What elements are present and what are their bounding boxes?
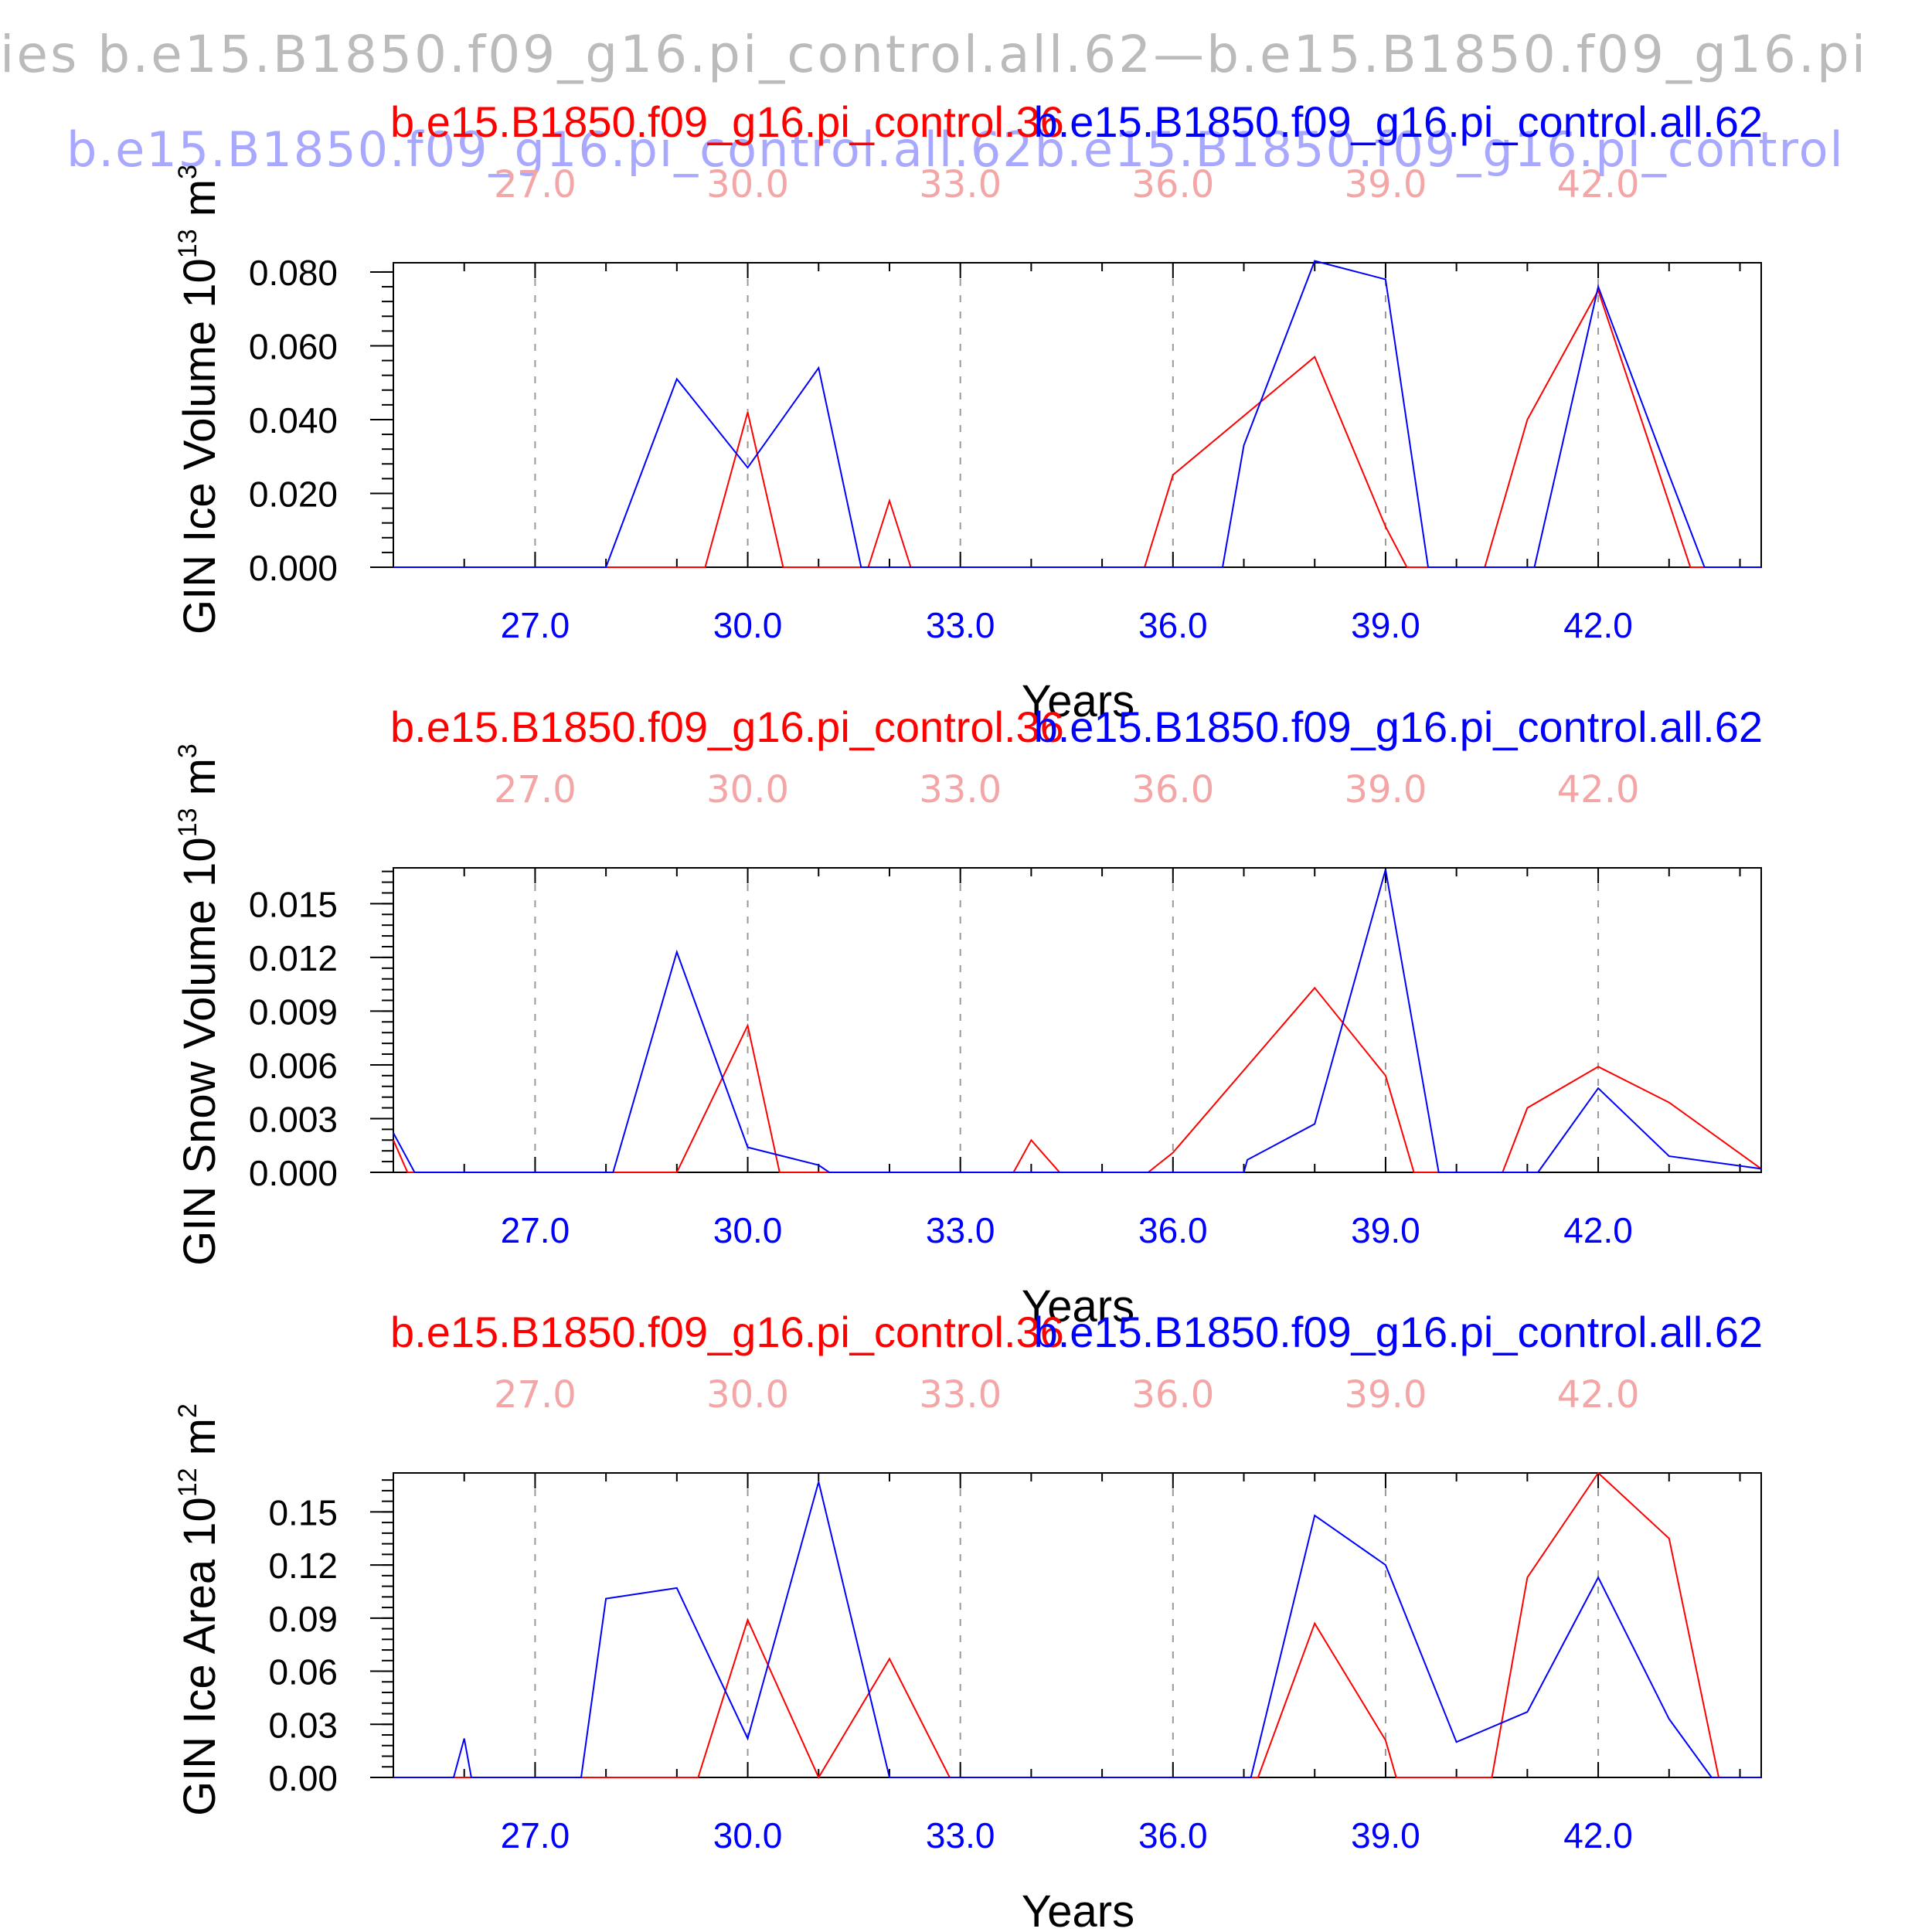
x-tick-label: 39.0 bbox=[1351, 1210, 1420, 1250]
top-axis-tick-label: 39.0 bbox=[1345, 163, 1427, 206]
top-axis-tick-label: 27.0 bbox=[494, 1373, 577, 1417]
title-left: b.e15.B1850.f09_g16.pi_control.36 bbox=[390, 702, 1064, 751]
y-axis-label-text: m bbox=[175, 179, 225, 229]
x-tick-label: 39.0 bbox=[1351, 605, 1420, 645]
top-axis-tick-label: 42.0 bbox=[1557, 768, 1640, 811]
y-tick-label: 0.020 bbox=[249, 474, 338, 514]
x-axis-label: Years bbox=[1022, 1886, 1134, 1932]
y-tick-label: 0.012 bbox=[249, 938, 338, 978]
top-axis-tick-label: 33.0 bbox=[919, 163, 1002, 206]
top-axis-tick-label: 36.0 bbox=[1131, 1373, 1214, 1417]
y-tick-label: 0.003 bbox=[249, 1099, 338, 1139]
series-line-case2 bbox=[393, 260, 1761, 568]
y-tick-label: 0.080 bbox=[249, 253, 338, 293]
faint-caption: b.e15.B1850.f09_g16.pi_control.all.62b.e… bbox=[66, 121, 1845, 178]
page-title: ies b.e15.B1850.f09_g16.pi_control.all.6… bbox=[0, 25, 1868, 84]
panels: b.e15.B1850.f09_g16.pi_control.36b.e15.B… bbox=[173, 97, 1763, 1932]
title-right: b.e15.B1850.f09_g16.pi_control.all.62 bbox=[1034, 702, 1763, 751]
x-tick-label: 27.0 bbox=[501, 1815, 570, 1855]
top-axis-tick-label: 27.0 bbox=[494, 163, 577, 206]
x-tick-label: 30.0 bbox=[713, 1210, 783, 1250]
top-axis-tick-label: 42.0 bbox=[1557, 163, 1640, 206]
x-tick-label: 42.0 bbox=[1563, 605, 1633, 645]
y-axis-label-text: GIN Ice Area 10 bbox=[175, 1497, 225, 1816]
y-axis-label: GIN Snow Volume 1013 m3 bbox=[173, 743, 225, 1266]
x-tick-label: 39.0 bbox=[1351, 1815, 1420, 1855]
y-axis-label: GIN Ice Area 1012 m2 bbox=[173, 1403, 225, 1816]
x-tick-label: 36.0 bbox=[1138, 1210, 1208, 1250]
top-axis-tick-label: 39.0 bbox=[1345, 1373, 1427, 1417]
x-tick-label: 42.0 bbox=[1563, 1815, 1633, 1855]
y-axis-label-superscript: 12 bbox=[173, 1468, 202, 1497]
y-tick-label: 0.006 bbox=[249, 1046, 338, 1086]
series-line-case1 bbox=[393, 288, 1761, 568]
series-line-case1 bbox=[393, 986, 1762, 1173]
x-axis-label: Years bbox=[1022, 676, 1134, 726]
y-axis-label-superscript: 2 bbox=[173, 1403, 202, 1418]
plot-frame bbox=[393, 867, 1762, 1173]
x-tick-label: 27.0 bbox=[501, 1210, 570, 1250]
chart-panel-3: b.e15.B1850.f09_g16.pi_control.36b.e15.B… bbox=[173, 1308, 1763, 1932]
y-tick-label: 0.015 bbox=[249, 884, 338, 924]
top-axis-tick-label: 42.0 bbox=[1557, 1373, 1640, 1417]
y-tick-label: 0.000 bbox=[249, 1153, 338, 1193]
title-left: b.e15.B1850.f09_g16.pi_control.36 bbox=[390, 97, 1064, 146]
title-right: b.e15.B1850.f09_g16.pi_control.all.62 bbox=[1034, 1308, 1763, 1356]
chart-panel-2: b.e15.B1850.f09_g16.pi_control.36b.e15.B… bbox=[173, 702, 1763, 1332]
x-tick-label: 30.0 bbox=[713, 1815, 783, 1855]
x-tick-label: 33.0 bbox=[926, 1210, 995, 1250]
x-tick-label: 33.0 bbox=[926, 605, 995, 645]
y-axis-label-superscript: 13 bbox=[173, 808, 202, 838]
x-tick-label: 27.0 bbox=[501, 605, 570, 645]
chart-panel-1: b.e15.B1850.f09_g16.pi_control.36b.e15.B… bbox=[173, 97, 1763, 726]
x-tick-label: 36.0 bbox=[1138, 1815, 1208, 1855]
top-axis-tick-label: 39.0 bbox=[1345, 768, 1427, 811]
top-axis-tick-label: 36.0 bbox=[1131, 768, 1214, 811]
series-line-case1 bbox=[393, 1471, 1761, 1780]
y-tick-label: 0.12 bbox=[268, 1546, 338, 1586]
plot-frame bbox=[393, 262, 1762, 568]
y-axis-label-superscript: 3 bbox=[173, 743, 202, 758]
y-axis-label: GIN Ice Volume 1013 m3 bbox=[173, 165, 225, 634]
title-left: b.e15.B1850.f09_g16.pi_control.36 bbox=[390, 1308, 1064, 1356]
x-tick-label: 36.0 bbox=[1138, 605, 1208, 645]
top-axis-tick-label: 30.0 bbox=[706, 1373, 789, 1417]
y-axis-label-text: GIN Snow Volume 10 bbox=[175, 837, 225, 1266]
top-axis-tick-label: 27.0 bbox=[494, 768, 577, 811]
y-axis-label-superscript: 13 bbox=[173, 229, 202, 258]
y-tick-label: 0.009 bbox=[249, 992, 338, 1032]
y-tick-label: 0.00 bbox=[268, 1758, 338, 1798]
top-axis-tick-label: 30.0 bbox=[706, 768, 789, 811]
y-axis-label-text: m bbox=[175, 758, 225, 808]
y-tick-label: 0.000 bbox=[249, 548, 338, 588]
x-tick-label: 42.0 bbox=[1563, 1210, 1633, 1250]
y-tick-label: 0.09 bbox=[268, 1599, 338, 1639]
y-axis-label-text: m bbox=[175, 1418, 225, 1468]
y-tick-label: 0.06 bbox=[268, 1652, 338, 1692]
x-tick-label: 33.0 bbox=[926, 1815, 995, 1855]
y-tick-label: 0.040 bbox=[249, 400, 338, 440]
top-axis-tick-label: 33.0 bbox=[919, 1373, 1002, 1417]
top-axis-tick-label: 33.0 bbox=[919, 768, 1002, 811]
top-axis-tick-label: 36.0 bbox=[1131, 163, 1214, 206]
y-axis-label-text: GIN Ice Volume 10 bbox=[175, 258, 225, 634]
x-tick-label: 30.0 bbox=[713, 605, 783, 645]
y-tick-label: 0.03 bbox=[268, 1705, 338, 1745]
top-axis-tick-label: 30.0 bbox=[706, 163, 789, 206]
x-axis-label: Years bbox=[1022, 1281, 1134, 1332]
series-line-case2 bbox=[393, 869, 1762, 1173]
series-line-case2 bbox=[393, 1481, 1761, 1778]
y-tick-label: 0.15 bbox=[268, 1492, 338, 1532]
title-right: b.e15.B1850.f09_g16.pi_control.all.62 bbox=[1034, 97, 1763, 146]
y-axis-label-superscript: 3 bbox=[173, 165, 202, 179]
plot-frame bbox=[393, 1472, 1762, 1778]
y-tick-label: 0.060 bbox=[249, 326, 338, 366]
